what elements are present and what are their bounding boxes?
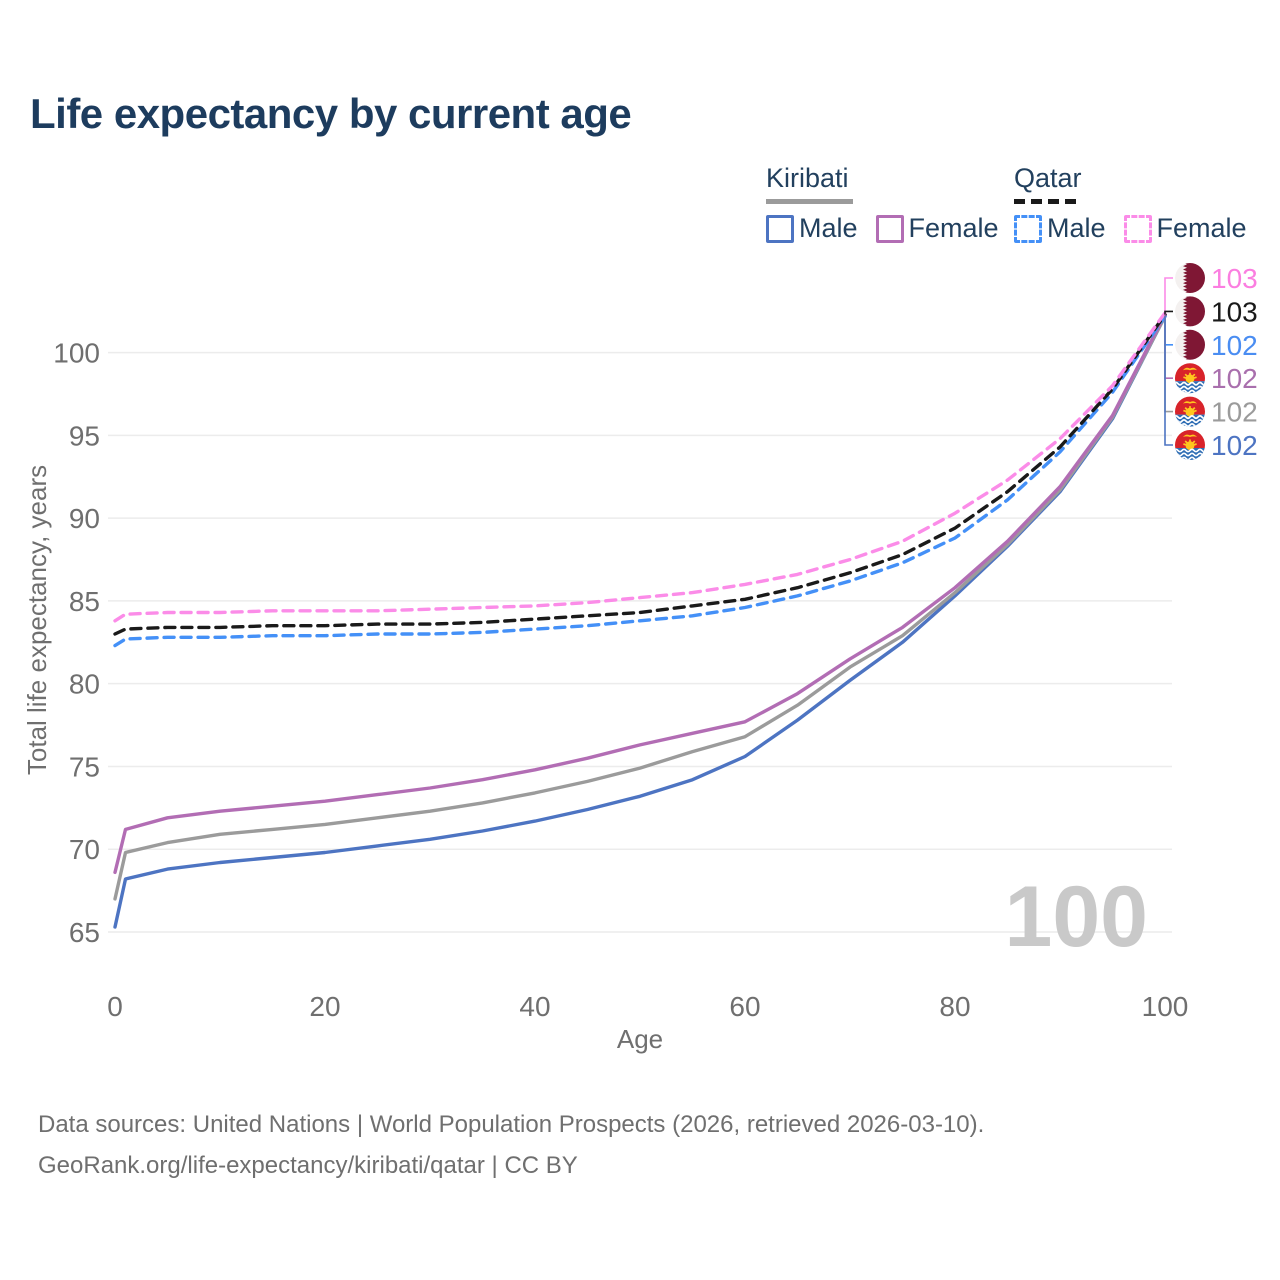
kiribati-solid-line-sample [766, 199, 853, 204]
y-tick-label: 65 [69, 917, 100, 948]
series-line-kiribati-male[interactable] [113, 314, 1167, 929]
x-tick-label: 100 [1142, 991, 1189, 1022]
end-label-leader [1164, 310, 1173, 315]
series-line-kiribati-female[interactable] [113, 312, 1167, 875]
end-label-leader [1164, 277, 1173, 313]
legend-label: Female [908, 213, 999, 243]
series-line-qatar-female[interactable] [113, 311, 1167, 623]
kiribati-female-checkbox[interactable] [875, 214, 904, 243]
y-axis-title: Total life expectancy, years [22, 465, 52, 775]
x-tick-label: 40 [519, 991, 550, 1022]
legend-label: Male [799, 213, 858, 243]
end-label-value: 102 [1211, 330, 1258, 361]
end-label-value: 102 [1211, 397, 1258, 428]
series-line-kiribati-both-sexes[interactable] [113, 314, 1167, 901]
end-label-value: 103 [1211, 263, 1258, 294]
x-tick-labels: 0 20 40 60 80 100 [107, 991, 1188, 1022]
end-label-leader [1164, 316, 1173, 346]
x-tick-label: 0 [107, 991, 123, 1022]
end-label-value: 102 [1211, 430, 1258, 461]
kiribati-flag-icon [1174, 396, 1206, 429]
end-label-value: 102 [1211, 363, 1258, 394]
qatar-male-checkbox[interactable] [1014, 214, 1042, 243]
series-lines [113, 311, 1167, 929]
legend-group-kiribati: Kiribati Male Female [766, 163, 1017, 244]
kiribati-male-checkbox[interactable] [766, 214, 794, 243]
age-watermark: 100 [1005, 869, 1149, 965]
page-title: Life expectancy by current age [30, 90, 632, 137]
x-tick-label: 60 [729, 991, 760, 1022]
x-tick-label: 80 [939, 991, 970, 1022]
qatar-flag-icon [1175, 261, 1206, 295]
series-line-qatar-male[interactable] [113, 314, 1167, 648]
end-label-leader [1164, 316, 1173, 413]
qatar-flag-icon [1175, 294, 1206, 328]
footer-source-line: Data sources: United Nations | World Pop… [38, 1111, 985, 1138]
qatar-dashed-line-sample [1014, 199, 1080, 204]
end-label-leader [1164, 316, 1173, 446]
y-tick-label: 85 [69, 586, 100, 617]
legend-group-qatar: Qatar Male Female [1014, 163, 1265, 244]
legend-label: Female [1156, 213, 1247, 243]
x-tick-label: 20 [309, 991, 340, 1022]
y-tick-label: 75 [69, 751, 100, 782]
series-line-qatar-both-sexes[interactable] [113, 312, 1167, 636]
legend-item-qatar-male[interactable]: Male [1014, 213, 1106, 244]
y-tick-label: 90 [69, 503, 100, 534]
legend-country-kiribati: Kiribati [766, 163, 849, 193]
end-label-leader [1164, 314, 1173, 379]
footer-url-line: GeoRank.org/life-expectancy/kiribati/qat… [38, 1152, 578, 1179]
y-tick-label: 80 [69, 669, 100, 700]
legend-country-qatar: Qatar [1014, 163, 1082, 193]
legend-item-kiribati-male[interactable]: Male [766, 213, 858, 244]
kiribati-flag-icon [1174, 429, 1206, 462]
legend-item-qatar-female[interactable]: Female [1123, 213, 1247, 244]
gridlines [108, 351, 1172, 933]
end-label-value: 103 [1211, 296, 1258, 327]
legend-label: Male [1047, 213, 1106, 243]
kiribati-flag-icon [1174, 362, 1206, 395]
chart-svg: 100 65 70 75 80 85 90 95 100 0 20 40 60 80 100 Total… [22, 261, 1258, 1054]
legend-item-kiribati-female[interactable]: Female [875, 213, 999, 244]
y-tick-label: 70 [69, 834, 100, 865]
y-tick-labels: 65 70 75 80 85 90 95 100 [53, 338, 100, 948]
qatar-flag-icon [1175, 328, 1206, 362]
y-tick-label: 95 [69, 420, 100, 451]
y-tick-label: 100 [53, 338, 100, 369]
footer: Data sources: United Nations | World Pop… [38, 1104, 984, 1186]
qatar-female-checkbox[interactable] [1123, 214, 1152, 243]
x-axis-title: Age [617, 1024, 663, 1054]
